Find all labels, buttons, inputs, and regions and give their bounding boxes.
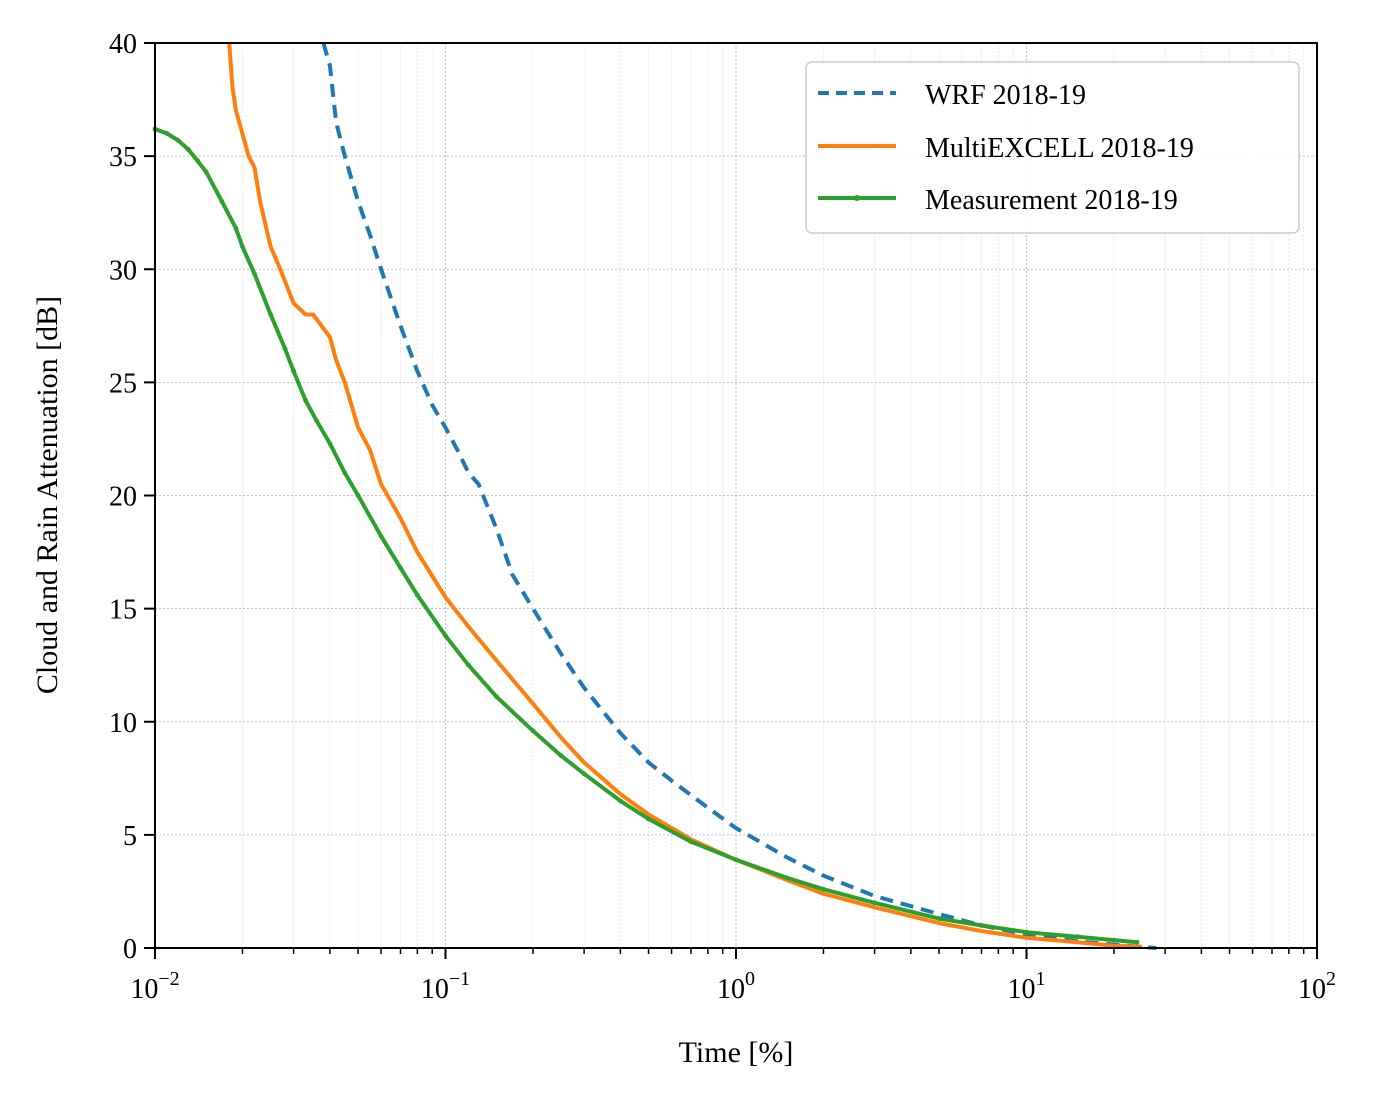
series-point: [784, 875, 790, 881]
series-line: [321, 42, 1157, 950]
series-point: [494, 694, 500, 700]
series-point: [733, 857, 739, 863]
series-point: [443, 633, 448, 639]
legend-label-measurement: Measurement 2018-19: [925, 185, 1178, 216]
legend-marker-measurement: [854, 195, 860, 201]
series-point: [530, 728, 536, 734]
y-tick-label: 40: [109, 29, 137, 60]
series-line: [227, 42, 1143, 949]
series-point: [195, 158, 200, 164]
series-point: [327, 441, 333, 446]
series-point: [1111, 937, 1117, 943]
series-point: [252, 271, 257, 277]
series-point: [185, 146, 191, 152]
series-point: [1075, 934, 1081, 940]
series-point: [219, 199, 225, 204]
y-tick-label: 35: [109, 142, 137, 173]
series-point: [558, 753, 564, 759]
legend: WRF 2018-19 MultiEXCELL 2018-19 Measurem…: [805, 61, 1300, 234]
x-tick-label: 101: [1008, 968, 1046, 1005]
series-point: [291, 368, 296, 374]
series-point: [303, 398, 308, 403]
series-point: [414, 592, 420, 598]
x-tick-label: 100: [717, 968, 755, 1005]
series-point: [581, 771, 587, 777]
series-point: [233, 226, 239, 231]
series-point: [466, 662, 471, 668]
x-tick-label: 10−1: [421, 968, 470, 1005]
legend-label-wrf: WRF 2018-19: [925, 80, 1086, 111]
series-point: [872, 900, 877, 906]
series-point: [268, 312, 273, 317]
series-point: [821, 886, 826, 892]
legend-box: [805, 61, 1300, 234]
legend-label-multiexcell: MultiEXCELL 2018-19: [925, 133, 1194, 164]
series-point: [378, 533, 384, 539]
series-point: [398, 565, 403, 571]
series-point: [314, 418, 319, 424]
series-point: [164, 131, 170, 136]
x-tick-label: 102: [1298, 968, 1336, 1005]
series-point: [1134, 939, 1140, 945]
series-point: [936, 916, 942, 921]
y-tick-label: 20: [109, 482, 137, 513]
tick-layer: 10−2 10−1 100 101 102 0 5 10 15 20 25 30 35 40: [109, 29, 1336, 1005]
series-point: [979, 923, 984, 928]
series-point: [355, 493, 361, 498]
y-tick-label: 25: [109, 368, 137, 399]
series-line: [154, 127, 1138, 945]
y-tick-label: 5: [123, 821, 137, 852]
series-point: [688, 839, 694, 845]
y-tick-label: 10: [109, 708, 137, 739]
series-point: [342, 470, 348, 476]
series-point: [1024, 929, 1029, 935]
y-tick-label: 0: [123, 934, 137, 965]
x-tick-label: 10−2: [130, 968, 179, 1005]
series-point: [240, 244, 245, 250]
y-tick-label: 15: [109, 595, 137, 626]
series-point: [282, 346, 288, 351]
y-axis-label: Cloud and Rain Attenuation [dB]: [31, 296, 64, 694]
series-layer: [152, 42, 1157, 950]
series-point: [646, 816, 651, 822]
y-tick-label: 30: [109, 255, 137, 286]
series-point: [203, 169, 209, 175]
series-point: [618, 798, 623, 804]
series-3: [152, 126, 1140, 945]
series-1: [321, 42, 1157, 950]
x-axis-label: Time [%]: [679, 1036, 794, 1069]
series-point: [175, 137, 181, 143]
series-2: [227, 42, 1143, 949]
